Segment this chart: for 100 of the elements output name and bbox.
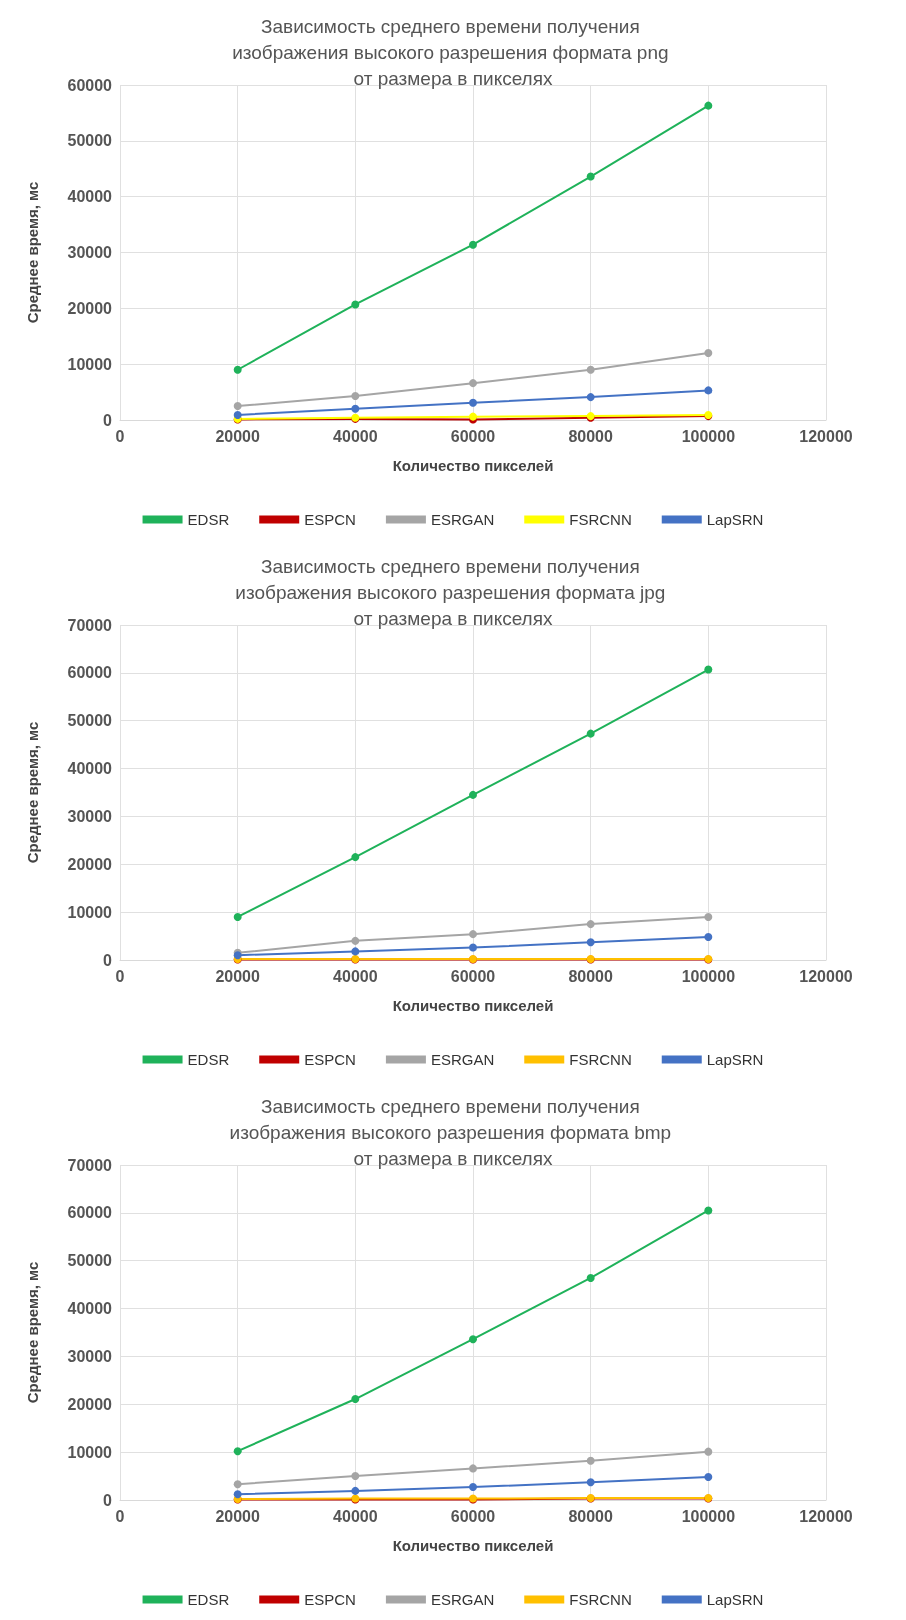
legend-label: EDSR (187, 1051, 230, 1068)
legend-label: FSRCNN (569, 1051, 632, 1068)
y-tick-label: 30000 (67, 1347, 113, 1365)
x-axis-title: Количество пикселей (392, 457, 554, 474)
point (351, 1395, 360, 1404)
y-tick-label: 10000 (67, 355, 113, 373)
x-tick-label: 0 (115, 967, 125, 985)
point (351, 947, 360, 956)
y-tick-label: 0 (103, 411, 113, 429)
point (586, 1273, 595, 1282)
point (233, 912, 242, 921)
y-tick-label: 10000 (67, 1443, 113, 1461)
chart-title: Зависимость среднего времени получения изображения высокого разрешения формата bmp от размера в пикселях (229, 1095, 677, 1169)
point (469, 1464, 477, 1473)
y-tick-label: 20000 (67, 855, 113, 873)
point (351, 936, 360, 945)
point (351, 300, 360, 309)
y-tick-label: 0 (103, 1491, 113, 1509)
x-tick-label: 120000 (799, 1507, 853, 1525)
y-tick-label: 60000 (67, 1204, 113, 1222)
point (233, 1480, 242, 1489)
legend-label: ESRGAN (430, 511, 495, 528)
point (469, 1483, 477, 1492)
point (233, 365, 242, 374)
y-tick-label: 30000 (67, 244, 113, 261)
point (233, 410, 242, 419)
y-tick-label: 60000 (67, 76, 113, 94)
point (586, 172, 595, 181)
legend-label: ESRGAN (430, 1051, 495, 1068)
y-tick-label: 50000 (67, 1252, 113, 1270)
legend-label: EDSR (187, 511, 230, 528)
y-tick-label: 40000 (67, 760, 113, 778)
chart-title: Зависимость среднего времени получения изображения высокого разрешения формата jpg от размера в пикселях (235, 555, 671, 629)
x-tick-label: 0 (115, 427, 125, 445)
x-tick-label: 60000 (450, 427, 496, 445)
x-tick-label: 40000 (333, 1507, 378, 1525)
y-axis-title: Среднее время, мс (24, 181, 41, 324)
y-tick-label: 50000 (67, 132, 113, 150)
point (351, 404, 360, 413)
y-tick-label: 70000 (67, 1156, 113, 1174)
legend-label: ESRGAN (430, 1591, 495, 1608)
legend-label: EDSR (187, 1591, 230, 1608)
point (704, 1473, 713, 1482)
y-axis-title: Среднее время, мс (24, 721, 41, 864)
point (586, 365, 595, 374)
point (469, 398, 477, 407)
point (704, 101, 713, 110)
point (586, 393, 595, 402)
point (351, 1472, 360, 1481)
y-tick-label: 0 (103, 951, 113, 969)
y-tick-label: 60000 (67, 664, 113, 682)
point (704, 933, 713, 942)
point (351, 1486, 360, 1495)
y-axis-title: Среднее время, мс (24, 1261, 41, 1404)
x-tick-label: 20000 (215, 1507, 261, 1525)
point (469, 379, 477, 388)
legend-label: FSRCNN (569, 511, 632, 528)
x-tick-label: 40000 (333, 967, 378, 985)
x-axis-title: Количество пикселей (392, 997, 554, 1014)
legend-label: ESPCN (304, 1591, 356, 1608)
x-tick-label: 20000 (215, 427, 261, 445)
point (704, 349, 713, 357)
point (586, 1456, 595, 1465)
point (469, 943, 477, 952)
legend-label: ESPCN (304, 511, 356, 528)
point (586, 920, 595, 929)
point (469, 790, 477, 799)
point (704, 1206, 713, 1215)
y-tick-label: 40000 (67, 188, 113, 206)
point (469, 240, 477, 249)
point (233, 1447, 242, 1456)
point (469, 930, 477, 939)
x-tick-label: 60000 (450, 967, 496, 985)
legend-label: LapSRN (706, 1591, 764, 1608)
y-tick-label: 10000 (67, 903, 113, 921)
point (469, 1335, 477, 1344)
x-tick-label: 80000 (568, 1507, 614, 1525)
point (704, 665, 713, 674)
x-tick-label: 120000 (799, 427, 853, 445)
point (586, 729, 595, 738)
point (351, 853, 360, 862)
y-tick-label: 50000 (67, 712, 113, 730)
legend-label: LapSRN (706, 1051, 764, 1068)
x-tick-label: 80000 (568, 427, 614, 445)
point (586, 1478, 595, 1487)
point (233, 402, 242, 411)
chart-title: Зависимость среднего времени получения изображения высокого разрешения формата png от размера в пикселях (232, 15, 674, 89)
point (704, 1447, 713, 1456)
x-tick-label: 100000 (681, 427, 736, 445)
legend-label: FSRCNN (569, 1591, 632, 1608)
x-axis-title: Количество пикселей (392, 1537, 554, 1554)
y-tick-label: 20000 (67, 1395, 113, 1413)
x-tick-label: 0 (115, 1507, 125, 1525)
point (704, 386, 713, 395)
x-tick-label: 120000 (799, 967, 853, 985)
y-tick-label: 40000 (67, 1300, 113, 1318)
y-tick-label: 30000 (67, 807, 113, 825)
x-tick-label: 80000 (568, 967, 614, 985)
legend-label: LapSRN (706, 511, 764, 528)
y-tick-label: 70000 (67, 616, 113, 634)
